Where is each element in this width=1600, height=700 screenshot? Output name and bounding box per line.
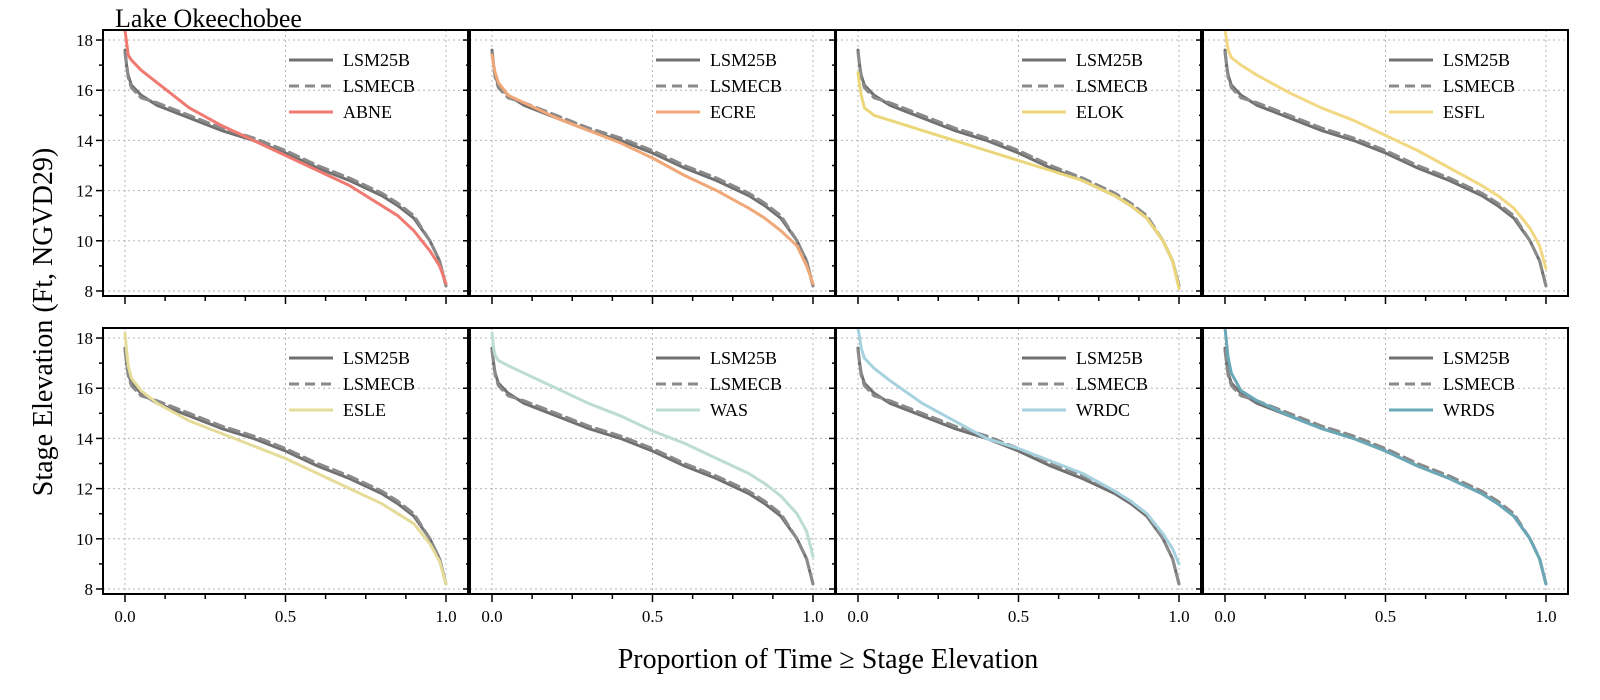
legend-label: LSMECB [1076,76,1148,96]
series-line-wrdc [856,328,1181,566]
legend-label: LSM25B [710,50,777,70]
y-tick-label: 10 [76,530,93,549]
legend-label: LSMECB [1443,76,1515,96]
panel-wrds: 0.0 0.5 1.0 LSM25B LSMECB WRDS [1196,327,1569,626]
y-tick-label: 12 [76,480,93,499]
grid [836,30,1201,296]
grid [1203,30,1568,296]
grid [470,30,835,296]
series-line-lsmecb [490,51,815,288]
y-tick-label: 8 [85,282,94,301]
legend-label: LSM25B [343,348,410,368]
panels-group: 8 10 12 14 16 18 LSM25B LSMECB ABNE LSM25B LSMECB E… [76,29,1569,626]
series-line-abne [123,30,448,285]
panel-elok: LSM25B LSMECB ELOK [829,29,1202,304]
legend-label: LSMECB [1443,374,1515,394]
y-axis-title: Stage Elevation (Ft, NGVD29) [28,148,59,496]
series-line-lsmecb [1223,51,1548,288]
x-axis-title: Proportion of Time ≥ Stage Elevation [618,644,1039,675]
series-line-ecre [490,53,815,285]
x-tick-label: 0.5 [275,607,296,626]
x-tick-label: 1.0 [435,607,456,626]
legend: LSM25B LSMECB WRDS [1389,348,1515,420]
x-tick-label: 1.0 [802,607,823,626]
y-tick-label: 14 [76,131,94,150]
legend-label: LSM25B [710,348,777,368]
series-lines [856,328,1181,586]
y-tick-label: 16 [76,81,93,100]
y-tick-label: 18 [76,31,93,50]
legend: LSM25B LSMECB ABNE [289,50,415,122]
legend-label: LSMECB [710,374,782,394]
y-tick-label: 16 [76,379,93,398]
panel-wrdc: 0.0 0.5 1.0 LSM25B LSMECB WRDC [829,327,1202,626]
y-tick-label: 8 [85,580,94,599]
panel-abne: 8 10 12 14 16 18 LSM25B LSMECB ABNE [76,29,469,304]
x-tick-label: 0.0 [114,607,135,626]
series-line-esfl [1223,30,1548,270]
x-tick-label: 0.5 [1008,607,1029,626]
series-line-was [490,331,815,558]
legend: LSM25B LSMECB ESLE [289,348,415,420]
x-tick-label: 1.0 [1168,607,1189,626]
legend-label: WRDS [1443,400,1495,420]
legend: LSM25B LSMECB WRDC [1022,348,1148,420]
legend-label: ABNE [343,102,392,122]
series-line-elok [856,71,1181,290]
legend: LSM25B LSMECB ELOK [1022,50,1148,122]
chart-title: Lake Okeechobee [115,4,302,33]
x-tick-label: 1.0 [1535,607,1556,626]
legend-label: ECRE [710,102,756,122]
legend-label: LSM25B [1443,348,1510,368]
legend-label: LSM25B [343,50,410,70]
legend-label: ESFL [1443,102,1485,122]
y-tick-label: 12 [76,182,93,201]
grid [470,328,835,594]
panel-ecre: LSM25B LSMECB ECRE [463,29,836,304]
legend: LSM25B LSMECB ECRE [656,50,782,122]
y-tick-label: 10 [76,232,93,251]
x-tick-label: 0.0 [481,607,502,626]
series-lines [490,331,815,586]
legend-label: WRDC [1076,400,1130,420]
legend-label: LSM25B [1076,348,1143,368]
series-lines [1223,30,1548,288]
grid [836,328,1201,594]
x-tick-label: 0.0 [1214,607,1235,626]
x-tick-label: 0.5 [642,607,663,626]
legend-label: WAS [710,400,748,420]
panel-esfl: LSM25B LSMECB ESFL [1196,29,1569,304]
y-tick-label: 18 [76,329,93,348]
series-line-lsmecb [123,349,448,586]
legend-label: LSMECB [343,374,415,394]
legend-label: LSMECB [1076,374,1148,394]
series-line-lsmecb [490,349,815,586]
series-line-wrds [1223,328,1548,586]
panel-esle: 8 10 12 14 16 18 0.0 0.5 1.0 LSM25B LSMECB ESLE [76,327,469,626]
x-tick-label: 0.0 [847,607,868,626]
y-tick-label: 14 [76,429,94,448]
legend-label: LSM25B [1076,50,1143,70]
x-tick-label: 0.5 [1375,607,1396,626]
panel-was: 0.0 0.5 1.0 LSM25B LSMECB WAS [463,327,836,626]
legend: LSM25B LSMECB ESFL [1389,50,1515,122]
legend-label: LSM25B [1443,50,1510,70]
series-line-lsmecb [123,51,448,288]
series-lines [123,30,448,288]
series-lines [123,331,448,586]
legend-label: LSMECB [710,76,782,96]
legend-label: ELOK [1076,102,1124,122]
grid [103,30,468,296]
series-lines [1223,328,1548,586]
series-lines [490,48,815,288]
grid [103,328,468,594]
series-lines [856,48,1181,290]
legend-label: LSMECB [343,76,415,96]
legend-label: ESLE [343,400,386,420]
series-line-esle [123,331,448,586]
legend: LSM25B LSMECB WAS [656,348,782,420]
grid [1203,328,1568,594]
